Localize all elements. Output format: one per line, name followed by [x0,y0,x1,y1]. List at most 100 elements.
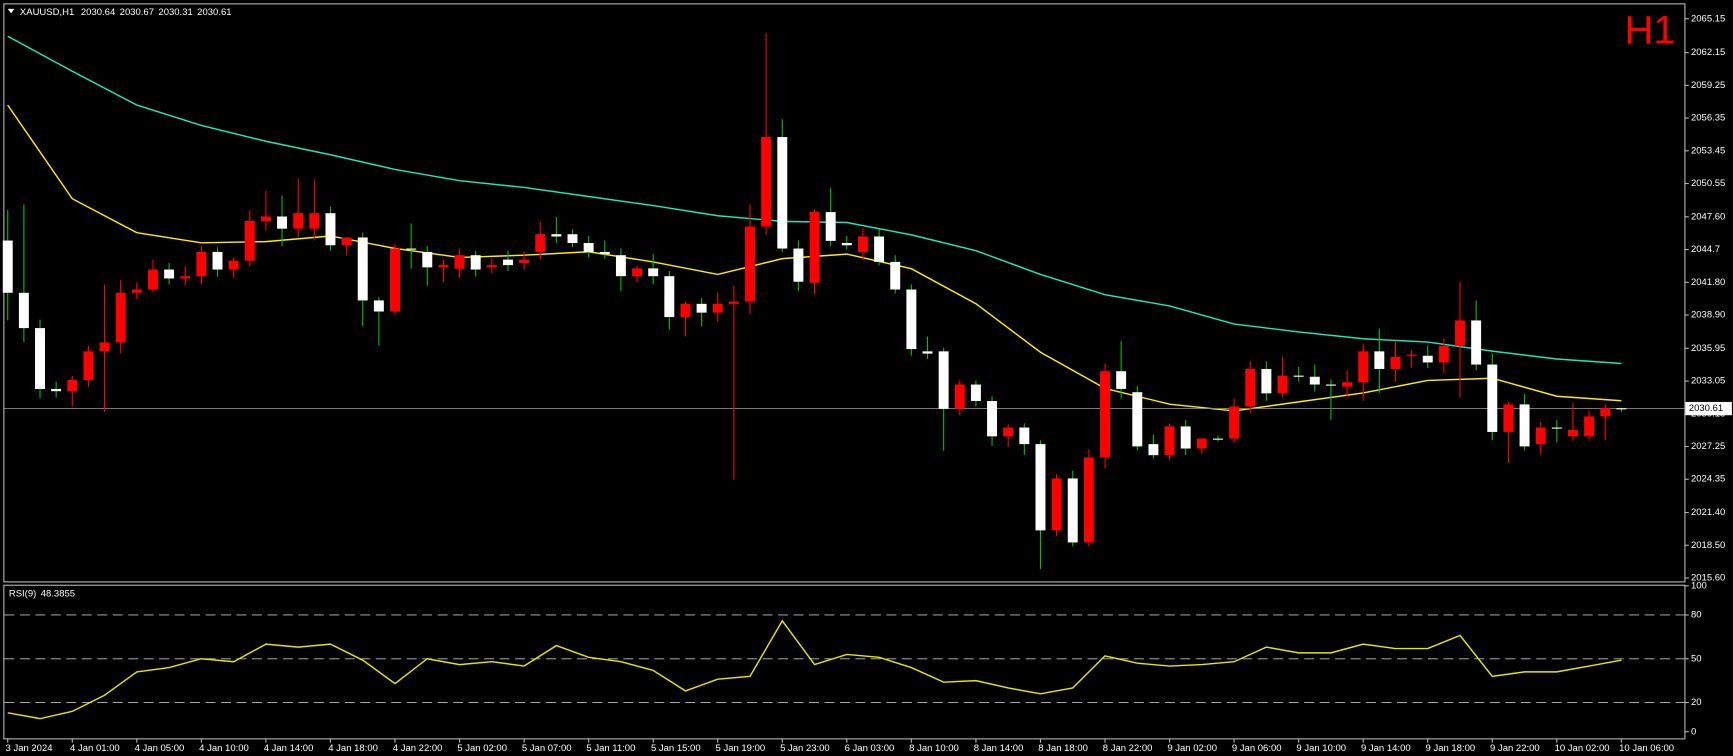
y-tick-label: 0 [1691,726,1696,737]
candle-body [1374,351,1385,369]
candle-body [1309,376,1320,385]
candle-body [825,212,836,241]
candle [1067,470,1078,547]
candle-body [954,384,965,409]
y-tick-label: 2065.15 [1691,13,1725,24]
candle [454,248,465,278]
candle [486,258,497,274]
candle [1148,434,1159,459]
candle-body [1196,438,1207,449]
candle [809,208,820,295]
candle-body [67,380,78,392]
x-tick-label: 5 Jan 07:00 [522,743,572,754]
candle [1342,370,1353,398]
candle [1164,423,1175,461]
candle [841,236,852,250]
candle [470,250,481,277]
candle [680,301,691,337]
candle [502,250,513,271]
candle [745,204,755,314]
candle-body [373,300,384,312]
candle [373,296,384,346]
candle-body [228,260,239,270]
candle [1245,361,1256,414]
candle [1003,424,1014,448]
candle-body [1342,382,1353,387]
candle [35,319,45,399]
candle-body [632,268,643,277]
candle [18,204,29,343]
candle [131,282,142,300]
candle-body [260,216,271,222]
candle-body [486,265,497,268]
candle [1309,364,1320,392]
candle [1358,344,1369,401]
candle-body [648,268,659,277]
candle [277,195,288,247]
candle [1116,340,1127,399]
candle [987,396,998,446]
candle [1083,449,1094,547]
candle [1019,423,1030,455]
candle-body [1471,320,1482,365]
y-tick-label: 2038.90 [1691,310,1725,321]
candle [341,237,352,256]
x-tick-label: 5 Jan 19:00 [716,743,766,754]
candle [1196,438,1207,454]
x-tick-label: 9 Jan 14:00 [1361,743,1411,754]
candle-body [293,213,304,229]
candle [147,259,158,293]
candle [2,209,13,321]
y-tick-label: 2053.45 [1691,145,1725,156]
candle [1180,419,1191,455]
candle [874,229,885,266]
candle-body [1616,408,1627,410]
candle-body [325,213,336,246]
candle [1293,366,1304,382]
candle [1503,401,1514,463]
candle [406,223,417,269]
y-tick-label: 100 [1691,580,1707,591]
candle [1325,379,1336,420]
candle-body [454,255,465,269]
candle [390,243,400,316]
candle [438,259,449,283]
x-tick-label: 10 Jan 02:00 [1555,743,1610,754]
candle-body [390,248,400,312]
candle-body [502,259,513,266]
x-tick-label: 5 Jan 15:00 [651,743,701,754]
y-tick-label: 2050.55 [1691,178,1725,189]
header-value: 2030.61 [197,7,231,18]
candle-body [83,351,94,381]
candle-body [51,388,62,392]
candle-body [438,265,449,268]
candle-body [1212,438,1223,440]
candle [115,280,126,354]
candle [244,210,255,267]
candle-body [1229,406,1240,439]
header-value: 2030.67 [120,7,154,18]
y-tick-label: 20 [1691,697,1702,708]
candle [1551,419,1562,443]
candle [1422,345,1433,369]
candle-body [857,236,868,252]
candle [212,247,223,277]
candle [1519,394,1530,451]
x-tick-label: 10 Jan 06:00 [1619,743,1674,754]
menu-arrow[interactable] [7,8,15,14]
candle-body [890,261,901,290]
candle-body [1067,478,1078,543]
candle-body [1600,408,1611,417]
header-value: 2030.64 [81,7,115,18]
y-tick-label: 2018.50 [1691,540,1725,551]
candle-body [1567,429,1578,437]
candle-body [777,137,788,249]
candle-body [244,221,255,261]
candle-body [1487,364,1498,432]
candle-body [793,248,804,282]
candle [583,236,594,258]
candle-body [2,240,13,293]
candle-body [1277,375,1288,394]
candle [793,240,804,292]
